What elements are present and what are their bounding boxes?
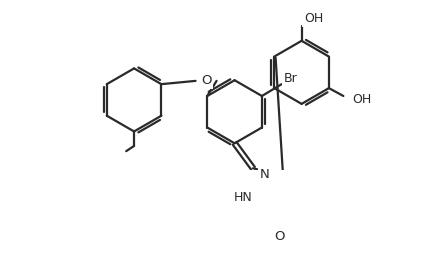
Text: HN: HN [234, 191, 253, 204]
Text: N: N [260, 168, 270, 181]
Text: O: O [274, 230, 285, 243]
Text: OH: OH [304, 12, 324, 25]
Text: Br: Br [284, 72, 298, 86]
Text: O: O [201, 74, 211, 87]
Text: OH: OH [353, 93, 372, 106]
